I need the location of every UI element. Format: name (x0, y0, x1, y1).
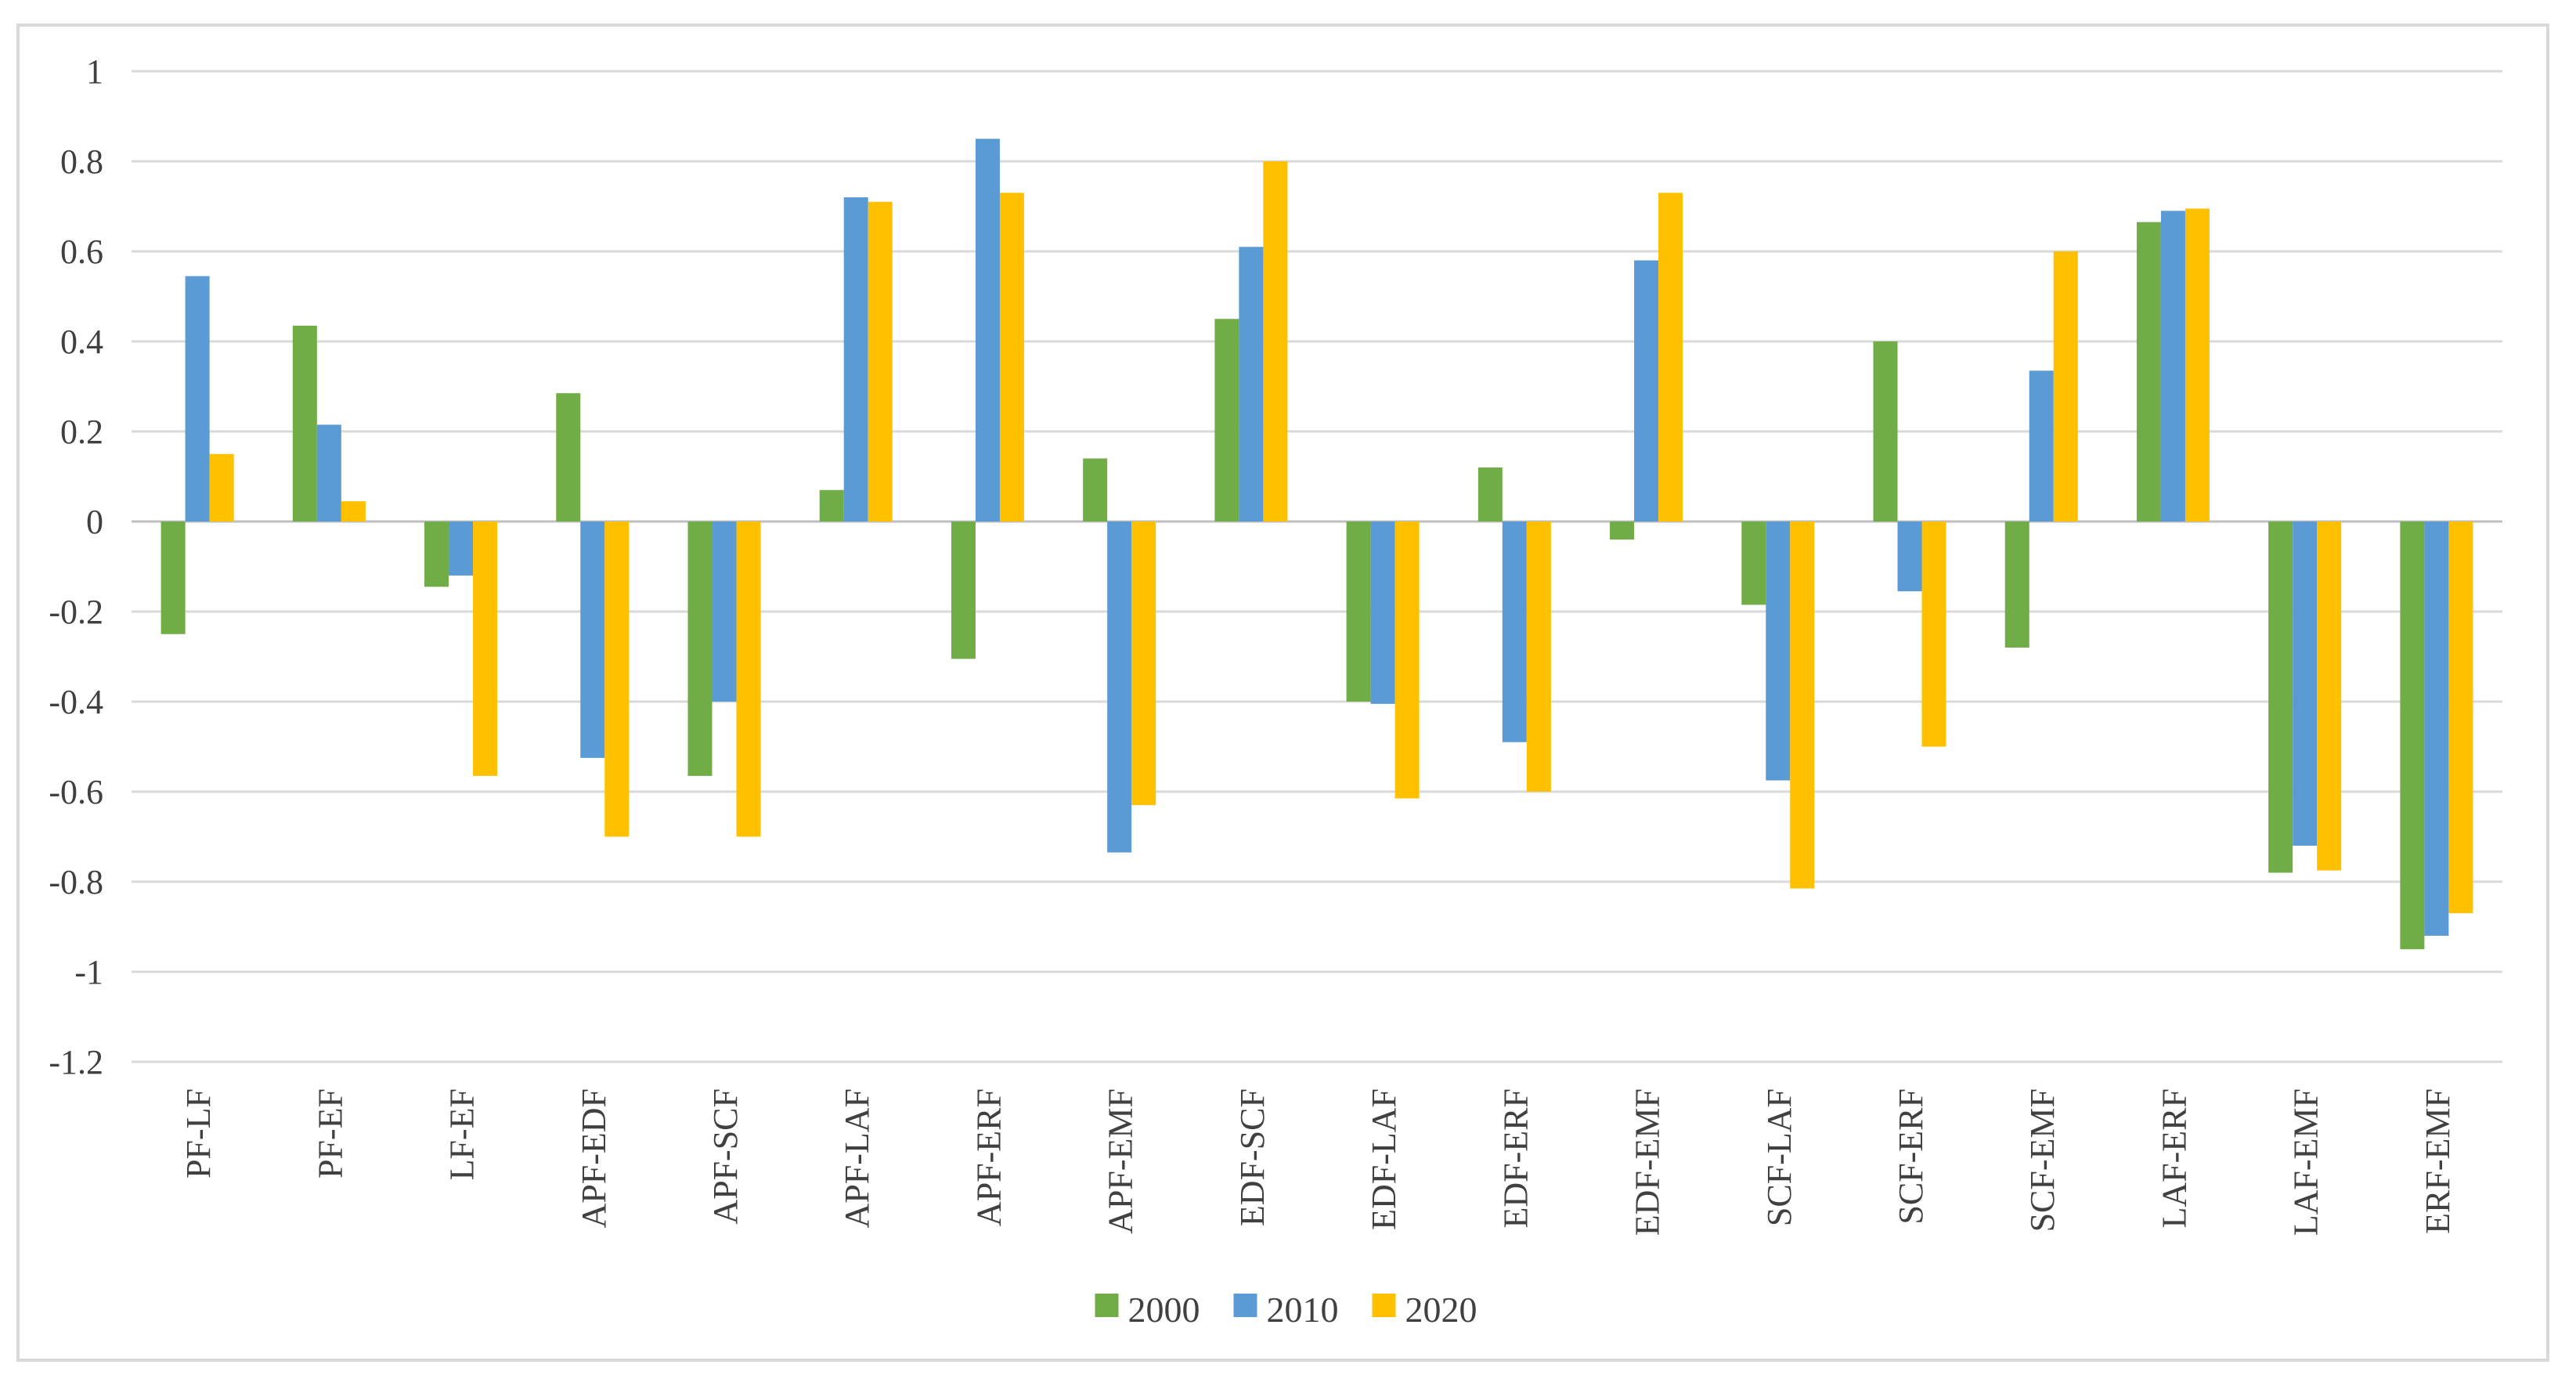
bar-LF-EF-2020 (473, 522, 498, 776)
legend-swatch-2000 (1095, 1294, 1119, 1317)
legend-label-2010: 2010 (1267, 1290, 1339, 1330)
bar-PF-EF-2020 (341, 501, 366, 522)
y-tick-label: 0.6 (60, 233, 103, 271)
bar-APF-EMF-2010 (1107, 522, 1132, 853)
bar-PF-LF-2000 (161, 522, 186, 634)
x-category-label-LF-EF: LF-EF (443, 1088, 482, 1180)
y-axis-tick-labels: 1 0.8 0.6 0.4 0.2 0 -0.2 -0.4 -0.6 -0.8 -1 -1.2 (49, 52, 103, 1081)
bar-LAF-ERF-2010 (2160, 211, 2185, 522)
bar-SCF-EMF-2020 (2053, 251, 2078, 522)
bar-LF-EF-2000 (424, 522, 449, 587)
legend-swatch-2020 (1372, 1294, 1396, 1317)
legend-label-2020: 2020 (1405, 1290, 1477, 1330)
x-axis-category-labels: PF-LF PF-EF LF-EF APF-EDF APF-SCF APF-LAF APF-… (179, 1088, 2457, 1236)
y-tick-label: 0.2 (60, 413, 103, 451)
bar-EDF-ERF-2010 (1502, 522, 1527, 742)
bar-LF-EF-2010 (449, 522, 474, 576)
legend-swatch-2010 (1233, 1294, 1257, 1317)
x-category-label-SCF-EMF: SCF-EMF (2023, 1088, 2062, 1232)
bar-EDF-LAF-2020 (1394, 522, 1420, 799)
x-category-label-APF-LAF: APF-LAF (838, 1088, 876, 1229)
bar-EDF-SCF-2020 (1263, 161, 1288, 522)
legend: 2000 2010 2020 (1095, 1290, 1477, 1330)
bar-APF-EMF-2000 (1083, 458, 1108, 522)
x-category-label-EDF-EMF: EDF-EMF (1629, 1088, 1667, 1236)
bar-SCF-ERF-2010 (1897, 522, 1922, 592)
y-tick-label: -0.4 (49, 683, 103, 721)
x-category-label-APF-SCF: APF-SCF (706, 1088, 745, 1225)
bar-LAF-EMF-2020 (2317, 522, 2342, 871)
bar-EDF-ERF-2000 (1477, 467, 1503, 522)
x-category-label-EDF-ERF: EDF-ERF (1496, 1088, 1535, 1228)
bar-EDF-ERF-2020 (1526, 522, 1551, 792)
y-tick-label: -1.2 (49, 1043, 103, 1081)
bar-LAF-EMF-2000 (2268, 522, 2293, 873)
y-tick-label: 0.8 (60, 143, 103, 181)
bar-EDF-EMF-2010 (1634, 260, 1659, 522)
x-category-label-SCF-LAF: SCF-LAF (1760, 1088, 1799, 1226)
bar-APF-SCF-2020 (736, 522, 761, 837)
x-category-label-EDF-SCF: EDF-SCF (1233, 1088, 1272, 1226)
x-category-label-APF-EMF: APF-EMF (1102, 1088, 1140, 1234)
bar-APF-LAF-2000 (819, 489, 844, 522)
bar-EDF-EMF-2020 (1658, 193, 1683, 522)
x-category-label-PF-LF: PF-LF (179, 1088, 218, 1178)
x-category-label-LAF-EMF: LAF-EMF (2287, 1088, 2325, 1236)
bar-APF-SCF-2000 (687, 522, 713, 776)
y-tick-label: -0.2 (49, 593, 103, 631)
bar-PF-EF-2010 (316, 424, 341, 522)
bar-APF-EMF-2020 (1131, 522, 1156, 806)
y-tick-label: -0.6 (49, 773, 103, 811)
bar-EDF-LAF-2010 (1370, 522, 1395, 704)
bar-EDF-LAF-2000 (1346, 522, 1371, 702)
bar-ERF-EMF-2010 (2424, 522, 2449, 936)
x-category-label-SCF-ERF: SCF-ERF (1892, 1088, 1930, 1225)
bar-LAF-EMF-2010 (2293, 522, 2318, 846)
bar-APF-SCF-2010 (712, 522, 737, 702)
bar-SCF-EMF-2010 (2029, 370, 2054, 522)
bar-APF-LAF-2020 (868, 201, 893, 522)
bar-EDF-SCF-2010 (1239, 247, 1264, 522)
bar-SCF-LAF-2020 (1790, 522, 1815, 889)
bar-EDF-EMF-2000 (1610, 522, 1635, 540)
y-tick-label: 0 (86, 503, 103, 541)
bar-APF-ERF-2000 (951, 522, 976, 659)
bar-SCF-LAF-2010 (1766, 522, 1791, 781)
bar-EDF-SCF-2000 (1214, 319, 1239, 522)
gridlines-group (132, 70, 2502, 1063)
y-tick-label: -0.8 (49, 863, 103, 901)
y-tick-label: 1 (86, 52, 103, 91)
bar-LAF-ERF-2000 (2136, 222, 2161, 522)
y-tick-label: 0.4 (60, 323, 103, 361)
bar-APF-EDF-2000 (556, 393, 581, 522)
y-tick-label: -1 (74, 953, 103, 991)
bar-LAF-ERF-2020 (2185, 208, 2210, 522)
x-category-label-APF-EDF: APF-EDF (575, 1088, 613, 1229)
bar-SCF-LAF-2000 (1741, 522, 1766, 605)
bar-PF-LF-2010 (185, 276, 210, 522)
x-category-label-EDF-LAF: EDF-LAF (1365, 1088, 1403, 1230)
bar-APF-LAF-2010 (843, 197, 868, 522)
bar-APF-ERF-2020 (999, 193, 1024, 522)
bar-APF-EDF-2020 (604, 522, 630, 837)
bar-APF-ERF-2010 (975, 139, 1000, 522)
bar-SCF-EMF-2000 (2004, 522, 2029, 648)
bar-PF-LF-2020 (209, 453, 234, 522)
bar-ERF-EMF-2020 (2448, 522, 2473, 914)
bars-group (161, 139, 2473, 950)
x-category-label-APF-ERF: APF-ERF (969, 1088, 1008, 1226)
bar-APF-EDF-2010 (580, 522, 605, 758)
x-category-label-PF-EF: PF-EF (311, 1088, 349, 1178)
x-category-label-LAF-ERF: LAF-ERF (2155, 1088, 2193, 1228)
bar-ERF-EMF-2000 (2400, 522, 2425, 950)
bar-SCF-ERF-2000 (1873, 341, 1898, 522)
x-category-label-ERF-EMF: ERF-EMF (2419, 1088, 2457, 1234)
bar-SCF-ERF-2020 (1921, 522, 1946, 747)
legend-label-2000: 2000 (1128, 1290, 1200, 1330)
bar-PF-EF-2000 (292, 325, 317, 522)
